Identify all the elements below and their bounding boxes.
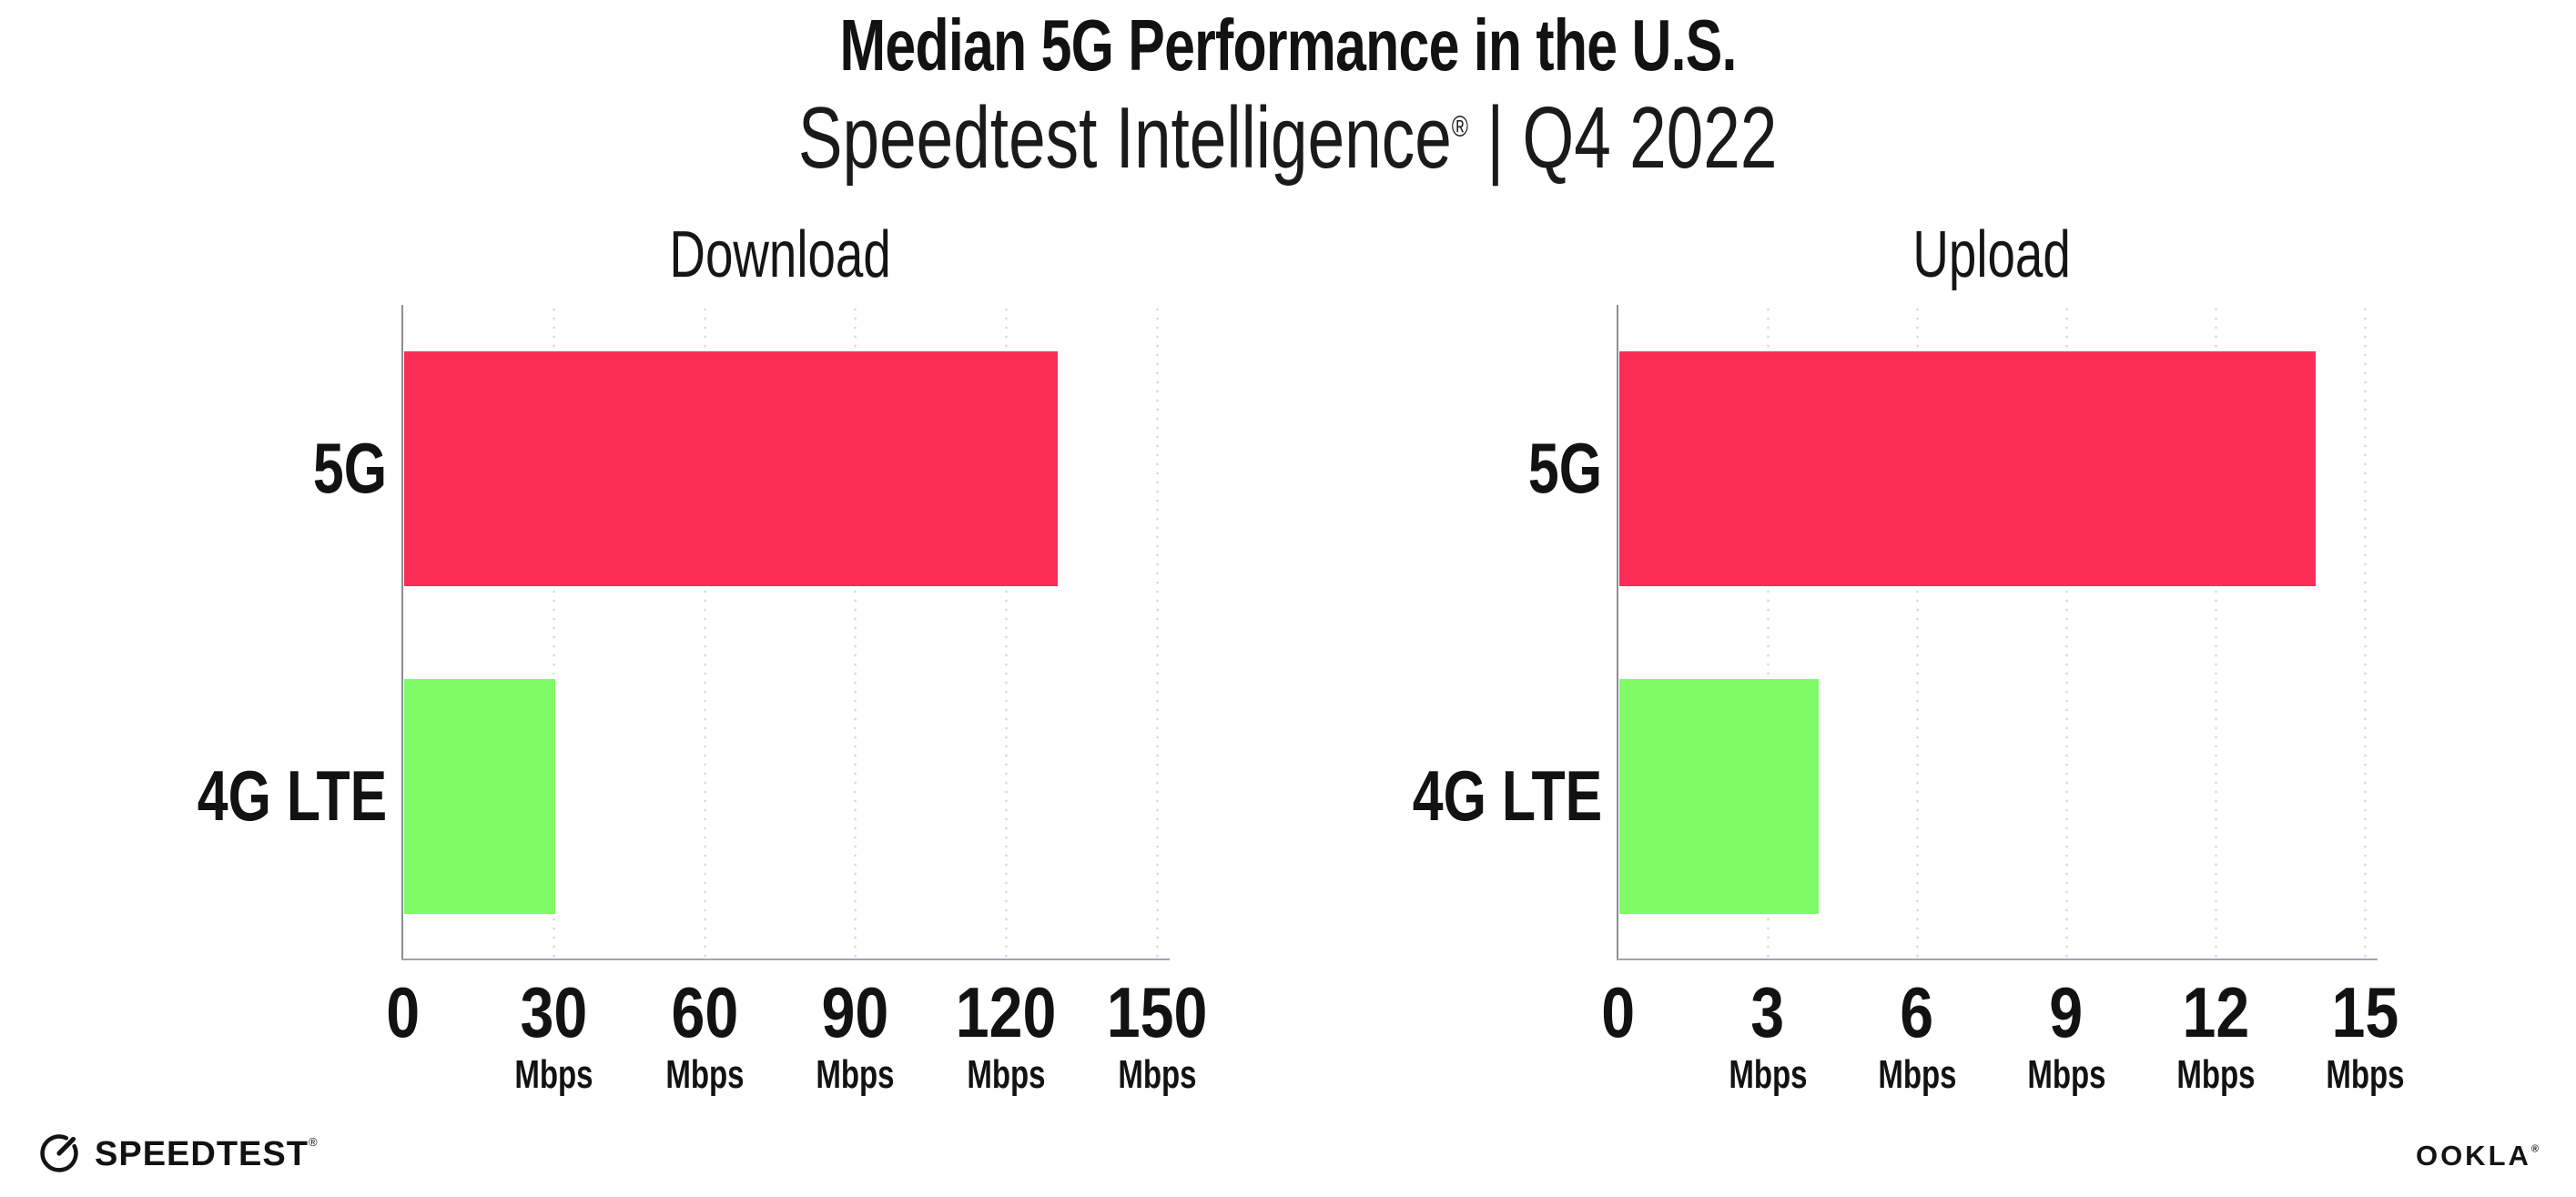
page-title-text: Median 5G Performance in the U.S. — [839, 5, 1737, 86]
tick-download-150: 150 Mbps — [1057, 977, 1257, 1095]
tick-unit: Mbps — [665, 1052, 745, 1097]
page-subtitle: Speedtest Intelligence® | Q4 2022 — [0, 95, 2576, 182]
category-label-upload-4g-lte: 4G LTE — [1412, 756, 1602, 836]
gridline-download-90 — [854, 305, 857, 959]
page-subtitle-text: Speedtest Intelligence® | Q4 2022 — [798, 95, 1778, 182]
gridline-upload-12 — [2214, 305, 2217, 959]
upload-y-axis — [1617, 305, 1618, 959]
tick-download-0: 0 — [386, 972, 421, 1052]
download-y-axis — [401, 305, 403, 959]
upload-x-axis — [1617, 959, 2378, 960]
speedtest-wordmark: SPEEDTEST® — [95, 1134, 319, 1173]
speedtest-gauge-icon — [40, 1134, 78, 1172]
gridline-upload-9 — [2064, 305, 2068, 959]
tick-unit: Mbps — [1728, 1052, 1808, 1097]
category-label-download-4g-lte: 4G LTE — [197, 756, 387, 836]
tick-unit: Mbps — [967, 1052, 1046, 1097]
tick-upload-6: 6 Mbps — [1817, 977, 2017, 1095]
tick-download-30: 30 Mbps — [454, 977, 654, 1095]
ookla-logo: OOKLA® — [2415, 1140, 2541, 1172]
download-plot-title: Download — [669, 218, 891, 291]
subtitle-period: | Q4 2022 — [1468, 89, 1778, 187]
tick-unit: Mbps — [1877, 1052, 1957, 1097]
bar-upload-4g-lte — [1619, 679, 1819, 914]
download-x-axis — [401, 959, 1170, 960]
download-plot: Download 5G 4G LTE 0 30 Mbps 60 Mbps 90 Mbps 120 M… — [198, 222, 1208, 1095]
speedtest-registered-mark: ® — [308, 1134, 319, 1149]
gridline-download-150 — [1155, 305, 1159, 959]
gridline-download-120 — [1004, 305, 1008, 959]
tick-upload-9: 9 Mbps — [1966, 977, 2166, 1095]
tick-unit: Mbps — [2175, 1052, 2256, 1097]
gridline-download-60 — [703, 305, 706, 959]
subtitle-product: Speedtest Intelligence — [798, 89, 1453, 187]
category-label-download-5g: 5G — [312, 428, 387, 508]
upload-plot-title: Upload — [1912, 218, 2071, 291]
tick-unit: Mbps — [2026, 1052, 2106, 1097]
registered-mark: ® — [1452, 108, 1469, 143]
bar-download-4g-lte — [404, 679, 555, 914]
speedtest-logo: SPEEDTEST® — [38, 1132, 319, 1174]
gridline-download-30 — [553, 305, 556, 959]
tick-upload-0: 0 — [1601, 972, 1636, 1052]
tick-download-120: 120 Mbps — [906, 977, 1106, 1095]
tick-upload-3: 3 Mbps — [1668, 977, 1868, 1095]
tick-upload-15: 15 Mbps — [2265, 977, 2465, 1095]
gridline-upload-15 — [2363, 305, 2367, 959]
tick-download-90: 90 Mbps — [756, 977, 956, 1095]
bar-download-5g — [404, 351, 1058, 586]
category-label-upload-5g: 5G — [1527, 428, 1602, 508]
tick-unit: Mbps — [514, 1052, 593, 1097]
bar-upload-5g — [1619, 351, 2317, 586]
upload-plot: Upload 5G 4G LTE 0 3 Mbps 6 Mbps 9 Mbps 12 Mbps 15 M… — [1413, 222, 2405, 1095]
tick-unit: Mbps — [2325, 1052, 2405, 1097]
page-title: Median 5G Performance in the U.S. — [0, 9, 2576, 82]
gridline-upload-3 — [1766, 305, 1770, 959]
tick-unit: Mbps — [816, 1052, 895, 1097]
ookla-registered-mark: ® — [2530, 1143, 2541, 1155]
tick-upload-12: 12 Mbps — [2115, 977, 2316, 1095]
tick-unit: Mbps — [1117, 1052, 1197, 1097]
tick-download-60: 60 Mbps — [604, 977, 805, 1095]
gridline-upload-6 — [1915, 305, 1919, 959]
